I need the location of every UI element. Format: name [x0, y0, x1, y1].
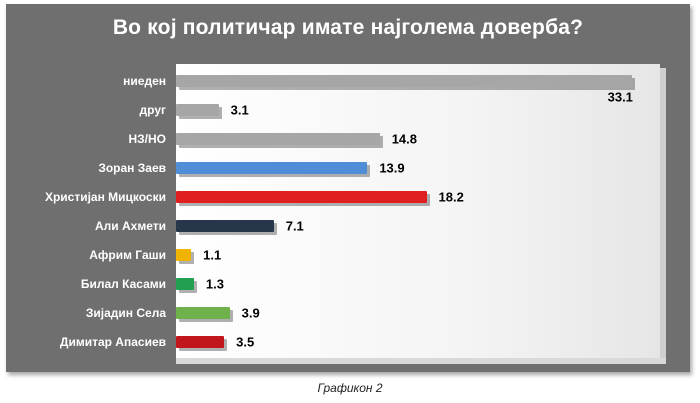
- category-label: НЗ/НО: [128, 132, 166, 146]
- value-label: 3.9: [241, 305, 260, 321]
- bar: [176, 307, 230, 319]
- value-label: 1.3: [205, 276, 224, 292]
- category-label: Билал Касами: [80, 277, 166, 291]
- chart-frame: Во кој политичар имате најголема доверба…: [6, 4, 690, 372]
- plot-depth-side: [660, 68, 666, 364]
- category-label: Христијан Мицкоски: [44, 190, 166, 204]
- bar: [176, 278, 194, 290]
- value-label: 1.1: [203, 247, 222, 263]
- value-label: 14.8: [391, 131, 418, 147]
- plot-depth-floor: [176, 358, 666, 364]
- bar: [176, 162, 368, 174]
- chart-title: Во кој политичар имате најголема доверба…: [112, 16, 584, 39]
- plot-area: [176, 64, 660, 358]
- bar: [176, 104, 219, 116]
- figure-caption: Графикон 2: [317, 381, 383, 395]
- value-label: 33.1: [607, 89, 633, 105]
- bar: [176, 249, 192, 261]
- category-label: Али Ахмети: [95, 219, 166, 233]
- category-label: Африм Гаши: [89, 248, 166, 262]
- category-label: ниеден: [123, 74, 166, 88]
- value-label: 3.1: [230, 102, 249, 118]
- category-label: Зоран Заев: [98, 161, 166, 175]
- bar: [176, 133, 380, 145]
- bar: [176, 191, 427, 203]
- bar: [176, 75, 632, 87]
- value-label: 18.2: [438, 189, 464, 205]
- value-label: 3.5: [236, 334, 255, 350]
- bar: [176, 220, 274, 232]
- value-label: 13.9: [379, 160, 405, 176]
- category-label: Зијадин Села: [85, 306, 166, 320]
- value-label: 7.1: [285, 218, 304, 234]
- category-label: друг: [139, 103, 166, 117]
- category-label: Димитар Апасиев: [59, 335, 166, 349]
- bar: [176, 336, 225, 348]
